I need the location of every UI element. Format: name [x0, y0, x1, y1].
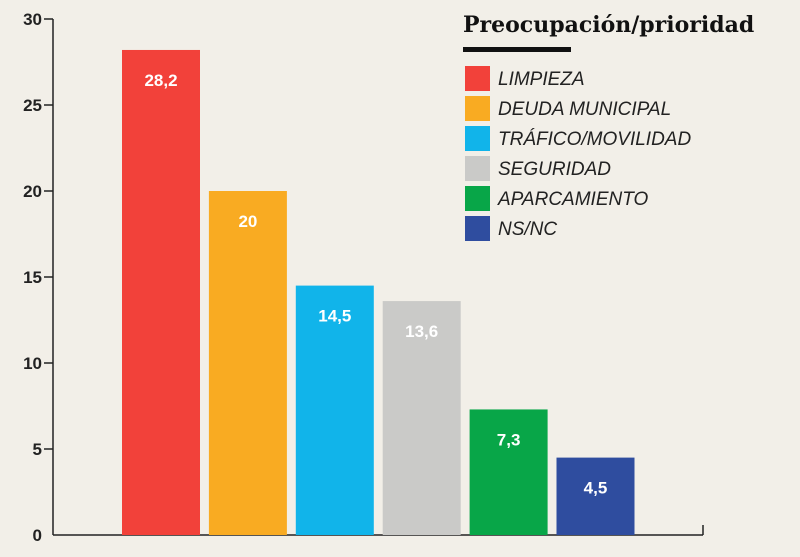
y-tick-label: 20	[23, 182, 42, 201]
legend-entry-label: TRÁFICO/MOVILIDAD	[498, 129, 691, 150]
bar	[208, 191, 287, 535]
bar-value-label: 20	[238, 212, 257, 231]
y-tick-label: 10	[23, 354, 42, 373]
bar-value-label: 4,5	[584, 479, 608, 498]
legend-entry-label: NS/NC	[498, 219, 557, 240]
y-tick-label: 30	[23, 10, 42, 29]
legend-entry-label: LIMPIEZA	[498, 69, 585, 90]
bar	[382, 301, 461, 535]
legend-swatch	[465, 186, 490, 211]
y-tick-label: 25	[23, 96, 42, 115]
legend-entry-label: SEGURIDAD	[498, 159, 611, 180]
legend-swatch	[465, 96, 490, 121]
bar	[122, 49, 200, 536]
legend-title: Preocupación/prioridad	[463, 12, 754, 38]
bar-value-label: 13,6	[405, 322, 438, 341]
legend-title-underline	[463, 47, 571, 52]
bar-value-label: 7,3	[497, 430, 521, 449]
legend-entries: LIMPIEZA DEUDA MUNICIPAL TRÁFICO/MOVILIDAD…	[465, 66, 691, 241]
bars: 28,2 20 14,5 13,6 7,3 4,5	[122, 49, 635, 536]
y-tick-label: 15	[23, 268, 42, 287]
y-tick-label: 5	[33, 440, 42, 459]
legend-entry-label: APARCAMIENTO	[497, 189, 648, 210]
bar-value-label: 14,5	[318, 307, 351, 326]
legend-entry-label: DEUDA MUNICIPAL	[498, 99, 671, 120]
y-axis: 0 5 10 15 20 25 30	[23, 10, 54, 545]
bar	[556, 457, 635, 535]
bar	[295, 285, 374, 535]
legend: Preocupación/prioridad LIMPIEZA DEUDA MUN…	[463, 12, 754, 241]
legend-swatch	[465, 66, 490, 91]
legend-swatch	[465, 126, 490, 151]
legend-swatch	[465, 156, 490, 181]
bar-value-label: 28,2	[144, 71, 177, 90]
y-tick-label: 0	[33, 526, 42, 545]
legend-swatch	[465, 216, 490, 241]
bar	[469, 409, 548, 535]
